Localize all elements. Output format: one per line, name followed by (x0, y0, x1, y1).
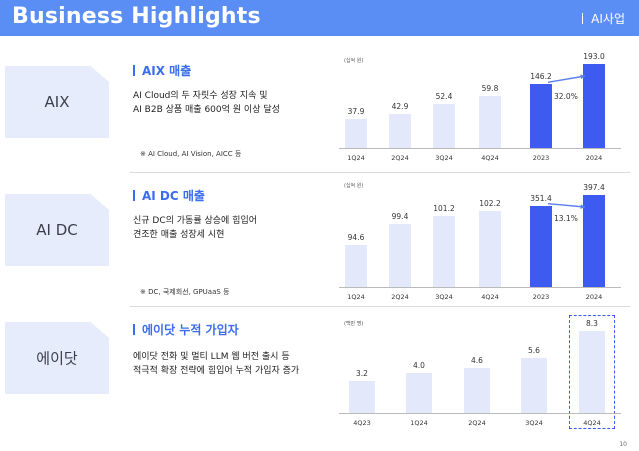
section-adot-title: 에이닷 누적 가입자 (133, 321, 239, 338)
growth-arrow-icon (547, 74, 586, 84)
chart-bar-2024 (583, 195, 605, 287)
chart-axis-line (339, 413, 621, 414)
section-aidc-desc: 신규 DC의 가동률 상승에 힘입어 견조한 매출 성장세 시현 (133, 214, 257, 242)
chart-bar-1q24 (406, 373, 432, 413)
chart-bar-4q24 (479, 96, 501, 148)
section-aidc-title-text: AI DC 매출 (142, 189, 205, 203)
page-title: Business Highlights (12, 4, 261, 29)
chart-value-label: 193.0 (583, 52, 605, 61)
chart-value-label: 59.8 (481, 84, 499, 93)
card-aix: AIX (5, 66, 109, 138)
chart-aix-unit: (십억 원) (344, 58, 364, 64)
chart-bar-2q24 (464, 367, 490, 413)
header-bar: Business Highlights AI사업 (0, 0, 639, 36)
card-aix-label: AIX (44, 93, 70, 111)
chart-category-label: 2023 (532, 154, 550, 162)
card-aidc: AI DC (5, 194, 109, 266)
chart-category-label: 4Q24 (481, 293, 499, 301)
section-aix-title-text: AIX 매출 (142, 64, 192, 78)
chart-growth-label: 13.1% (554, 213, 578, 223)
chart-category-label: 3Q24 (435, 154, 453, 162)
chart-axis-line (339, 287, 621, 288)
chart-value-label: 94.6 (347, 233, 365, 243)
chart-category-label: 2Q24 (468, 419, 486, 427)
chart-adot-subscribers: (백만 명) 3.2 4Q23 4.0 1Q24 4.6 2Q24 5.6 3Q24 8.3 4Q… (335, 314, 625, 432)
chart-bar-4q24 (579, 331, 605, 413)
chart-category-label: 4Q23 (353, 419, 371, 427)
chart-highlight-box (569, 315, 615, 429)
section-aix-note: ※ AI Cloud, AI Vision, AICC 등 (140, 150, 242, 158)
title-accent-bar (133, 324, 135, 335)
section-aix-desc-line-1: AI Cloud의 두 자릿수 성장 지속 및 (133, 91, 268, 101)
chart-value-label: 5.6 (528, 345, 540, 355)
chart-bar-4q23 (349, 381, 375, 413)
chart-bar-3q24 (521, 357, 547, 413)
section-tag-label: AI사업 (591, 12, 625, 26)
chart-category-label: 1Q24 (347, 154, 365, 162)
chart-axis-line (339, 148, 621, 149)
chart-value-label: 37.9 (347, 107, 365, 117)
chart-bar-3q24 (433, 215, 455, 287)
chart-category-label: 3Q24 (525, 419, 543, 427)
chart-category-label: 4Q24 (481, 154, 499, 162)
chart-value-label: 101.2 (433, 203, 455, 213)
card-adot-label: 에이닷 (36, 349, 78, 368)
section-aix-title: AIX 매출 (133, 62, 191, 79)
chart-value-label: 4.0 (413, 361, 425, 371)
section-tag: AI사업 (582, 10, 625, 27)
chart-category-label: 4Q24 (583, 419, 601, 427)
section-divider-2 (130, 306, 630, 307)
section-aix-desc: AI Cloud의 두 자릿수 성장 지속 및 AI B2B 상품 매출 600… (133, 89, 280, 117)
chart-aidc-unit: (십억 원) (344, 183, 364, 189)
chart-value-label: 42.9 (391, 102, 409, 112)
page-number: 10 (619, 441, 627, 448)
chart-value-label: 397.4 (583, 183, 605, 192)
chart-bar-2q24 (389, 114, 411, 148)
title-accent-bar (133, 190, 135, 201)
chart-category-label: 2024 (585, 154, 603, 162)
chart-category-label: 3Q24 (435, 293, 453, 301)
section-adot-desc-line-1: 에이닷 전화 및 멀티 LLM 웹 버전 출시 등 (133, 352, 290, 362)
chart-bar-2024 (583, 64, 605, 148)
chart-aix-revenue: (십억 원) 37.9 1Q24 42.9 2Q24 52.4 3Q24 59.8 4Q24 1… (335, 52, 625, 167)
section-aidc-note: ※ DC, 국제회선, GPUaaS 등 (140, 288, 230, 296)
growth-arrow-icon (547, 202, 586, 209)
section-divider-1 (130, 172, 630, 173)
chart-category-label: 1Q24 (347, 293, 365, 301)
chart-value-label: 351.4 (530, 193, 552, 203)
chart-adot-unit: (백만 명) (344, 321, 364, 327)
card-adot: 에이닷 (5, 322, 109, 394)
chart-growth-label: 32.0% (554, 92, 578, 102)
chart-category-label: 1Q24 (410, 419, 428, 427)
chart-value-label: 4.6 (471, 355, 483, 365)
section-aidc-desc-line-1: 신규 DC의 가동률 상승에 힘입어 (133, 216, 258, 226)
section-adot-desc-line-2: 적극적 확장 전략에 힘입어 누적 가입자 증가 (133, 366, 300, 376)
chart-value-label: 102.2 (479, 199, 501, 208)
chart-bar-1q24 (345, 245, 367, 287)
chart-bar-2023 (530, 205, 552, 287)
chart-category-label: 2024 (585, 293, 603, 301)
chart-bar-2q24 (389, 223, 411, 287)
chart-bar-1q24 (345, 119, 367, 148)
chart-aidc-revenue: (십억 원) 94.6 1Q24 99.4 2Q24 101.2 3Q24 102.2 4Q2… (335, 177, 625, 301)
section-aix-desc-line-2: AI B2B 상품 매출 600억 원 이상 달성 (133, 105, 280, 115)
chart-value-label: 8.3 (586, 319, 598, 328)
chart-value-label: 99.4 (391, 211, 409, 221)
chart-bar-4q24 (479, 211, 501, 287)
chart-bar-3q24 (433, 103, 455, 148)
chart-category-label: 2023 (532, 293, 550, 301)
chart-value-label: 146.2 (530, 72, 552, 82)
chart-bar-2023 (530, 84, 552, 148)
chart-value-label: 3.2 (356, 369, 368, 379)
section-adot-title-text: 에이닷 누적 가입자 (142, 323, 239, 337)
card-aidc-label: AI DC (36, 221, 78, 239)
section-aidc-title: AI DC 매출 (133, 187, 205, 204)
title-accent-bar (133, 65, 135, 76)
section-aidc-desc-line-2: 견조한 매출 성장세 시현 (133, 230, 225, 240)
chart-category-label: 2Q24 (391, 293, 409, 301)
section-adot-desc: 에이닷 전화 및 멀티 LLM 웹 버전 출시 등 적극적 확장 전략에 힘입어… (133, 350, 299, 378)
chart-value-label: 52.4 (435, 91, 453, 101)
tag-divider (582, 13, 584, 24)
chart-category-label: 2Q24 (391, 154, 409, 162)
